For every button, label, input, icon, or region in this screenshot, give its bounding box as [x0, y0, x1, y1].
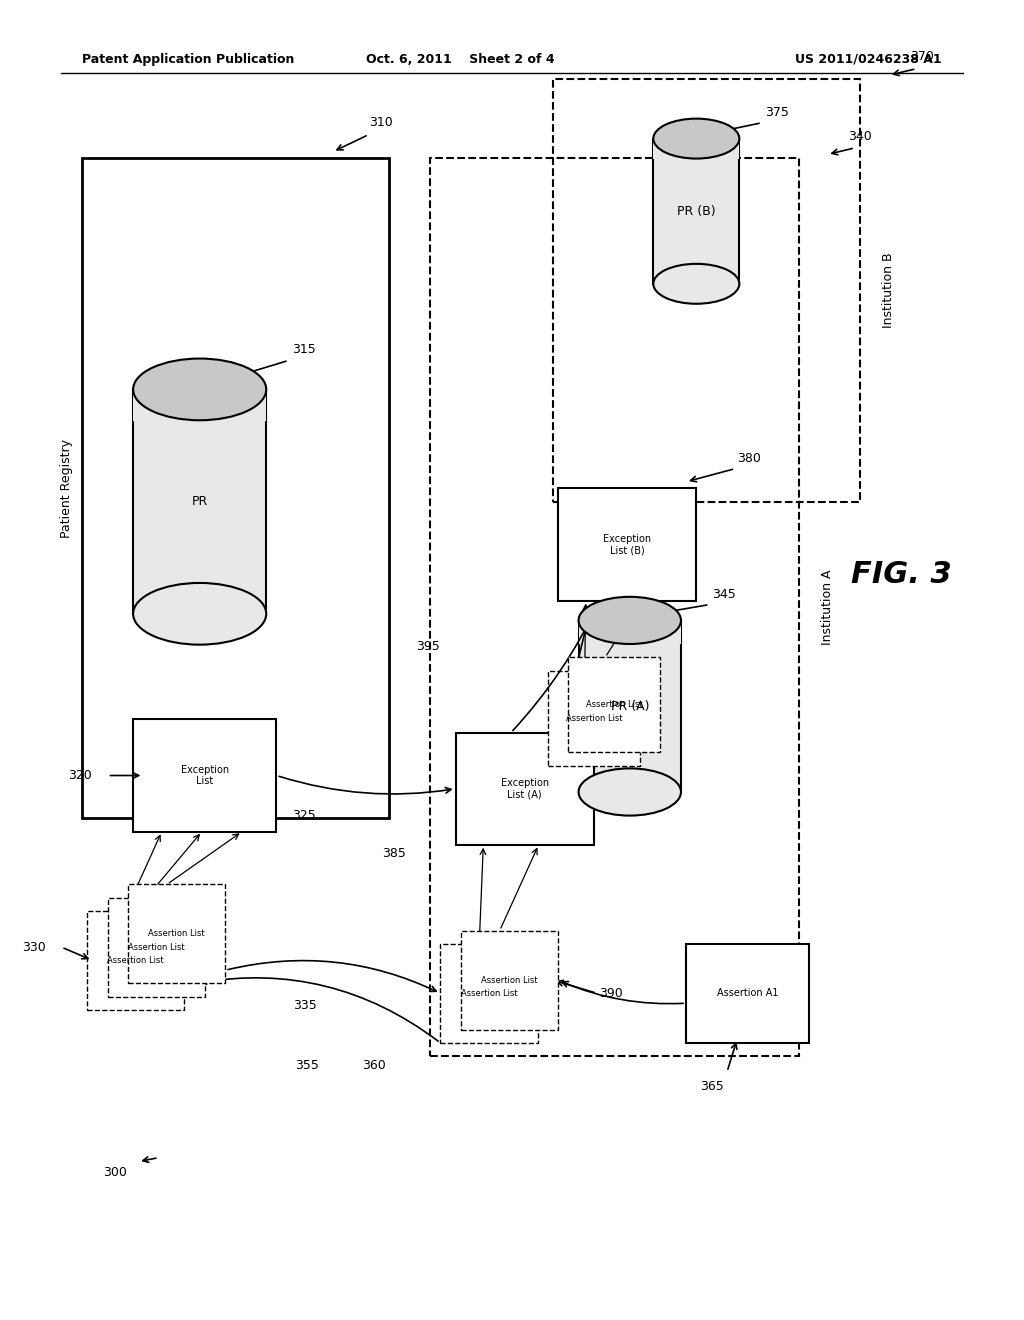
Text: PR (A): PR (A) [610, 700, 649, 713]
Text: Oct. 6, 2011    Sheet 2 of 4: Oct. 6, 2011 Sheet 2 of 4 [367, 53, 555, 66]
Text: 380: 380 [737, 451, 761, 465]
Text: PR: PR [191, 495, 208, 508]
FancyBboxPatch shape [461, 931, 558, 1030]
FancyBboxPatch shape [133, 389, 266, 614]
Text: US 2011/0246238 A1: US 2011/0246238 A1 [796, 53, 942, 66]
Text: Assertion List: Assertion List [148, 929, 205, 939]
Text: 385: 385 [382, 847, 407, 861]
Text: 350: 350 [635, 686, 658, 700]
Text: Patent Application Publication: Patent Application Publication [82, 53, 294, 66]
Ellipse shape [579, 768, 681, 816]
Text: 335: 335 [293, 999, 317, 1012]
FancyBboxPatch shape [108, 898, 205, 997]
FancyBboxPatch shape [686, 944, 809, 1043]
Text: 320: 320 [69, 770, 92, 781]
Ellipse shape [133, 583, 266, 644]
Text: Assertion List: Assertion List [586, 701, 643, 709]
Text: 360: 360 [361, 1059, 386, 1072]
Ellipse shape [133, 359, 266, 420]
FancyBboxPatch shape [568, 657, 660, 752]
Text: 330: 330 [23, 941, 46, 953]
FancyBboxPatch shape [133, 389, 266, 421]
Text: Assertion List: Assertion List [461, 989, 517, 998]
Text: PR (B): PR (B) [677, 205, 716, 218]
Text: 315: 315 [292, 343, 315, 356]
Text: Assertion List: Assertion List [565, 714, 623, 722]
Text: Assertion List: Assertion List [108, 956, 164, 965]
FancyBboxPatch shape [548, 671, 640, 766]
Text: 300: 300 [102, 1166, 127, 1179]
FancyBboxPatch shape [82, 158, 389, 818]
Text: Patient Registry: Patient Registry [60, 438, 73, 539]
FancyBboxPatch shape [440, 944, 538, 1043]
Text: 310: 310 [369, 116, 392, 129]
Text: 370: 370 [909, 50, 934, 63]
Ellipse shape [579, 597, 681, 644]
FancyBboxPatch shape [128, 884, 225, 983]
Text: Institution B: Institution B [883, 252, 895, 329]
Text: Assertion List: Assertion List [128, 942, 184, 952]
Text: 365: 365 [699, 1080, 724, 1093]
Text: 345: 345 [712, 587, 735, 601]
FancyBboxPatch shape [653, 139, 739, 284]
Text: 390: 390 [599, 987, 623, 999]
FancyBboxPatch shape [653, 139, 739, 158]
Text: FIG. 3: FIG. 3 [851, 560, 951, 589]
FancyBboxPatch shape [87, 911, 184, 1010]
Text: Assertion List: Assertion List [481, 975, 538, 985]
Text: Exception
List (B): Exception List (B) [603, 533, 651, 556]
FancyBboxPatch shape [558, 488, 696, 601]
Text: Assertion A1: Assertion A1 [717, 989, 778, 998]
FancyBboxPatch shape [579, 620, 681, 644]
Ellipse shape [653, 264, 739, 304]
Text: 325: 325 [292, 809, 315, 822]
FancyBboxPatch shape [133, 719, 276, 832]
Text: Exception
List: Exception List [181, 764, 228, 787]
Text: 395: 395 [417, 640, 440, 653]
FancyBboxPatch shape [456, 733, 594, 845]
Text: Exception
List (A): Exception List (A) [501, 777, 549, 800]
Text: 375: 375 [765, 106, 788, 119]
Text: Institution A: Institution A [821, 569, 834, 645]
Text: 355: 355 [295, 1059, 319, 1072]
Text: 340: 340 [848, 129, 872, 143]
Ellipse shape [653, 119, 739, 158]
FancyBboxPatch shape [579, 620, 681, 792]
